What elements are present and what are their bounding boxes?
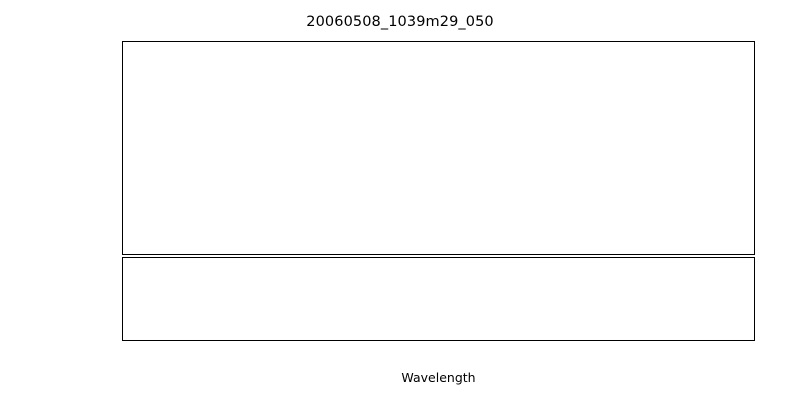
- spectrum-line-series: [123, 42, 754, 254]
- error-plot-area: [122, 257, 755, 341]
- page-title: 20060508_1039m29_050: [306, 14, 494, 30]
- error-line-series: [123, 258, 754, 340]
- x-axis-label: Wavelength: [401, 370, 476, 385]
- spectrum-plot-area: [122, 41, 755, 255]
